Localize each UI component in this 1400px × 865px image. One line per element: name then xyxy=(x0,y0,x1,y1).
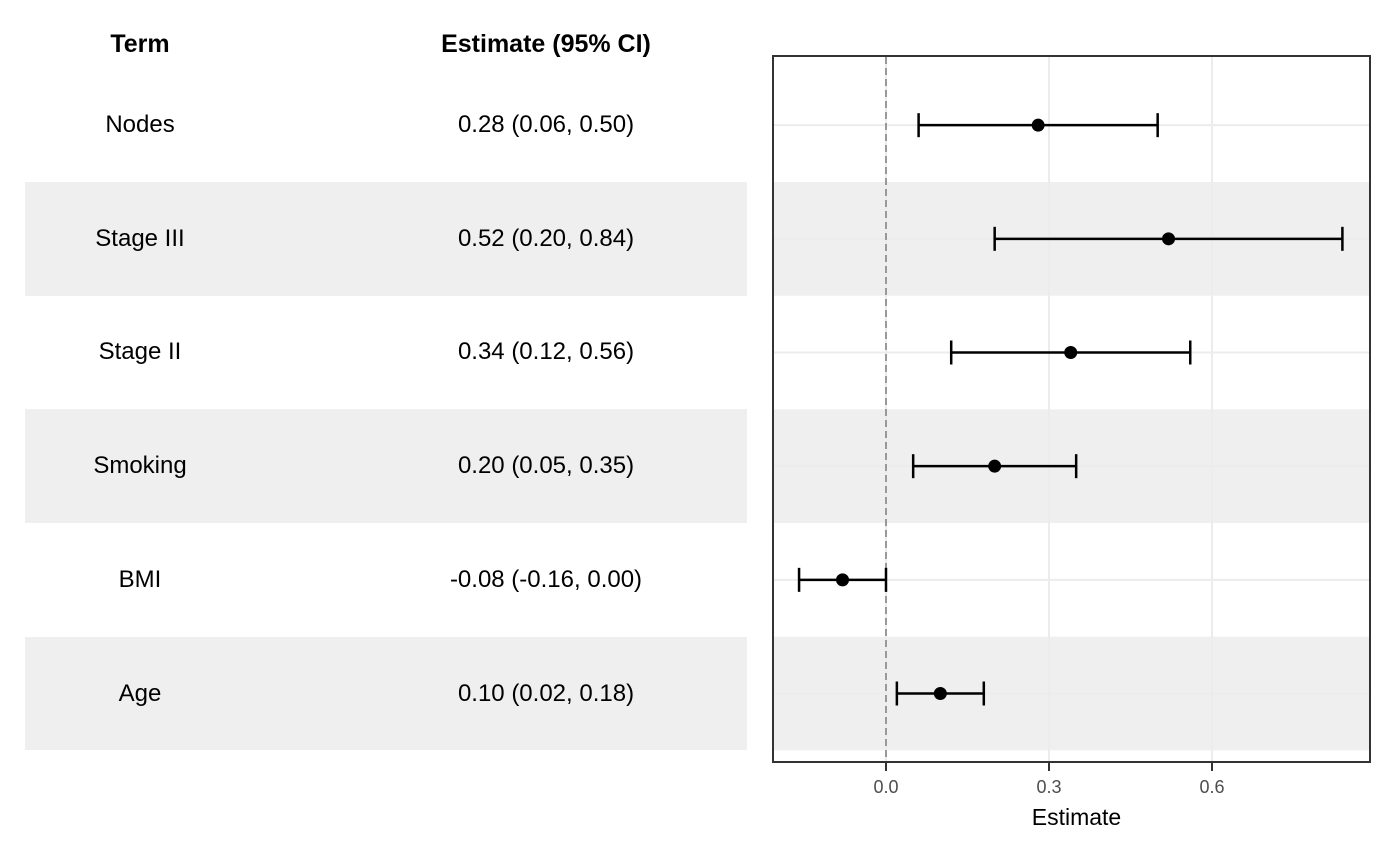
estimate-ci-label: 0.28 (0.06, 0.50) xyxy=(457,111,635,139)
estimate-ci-label: -0.08 (-0.16, 0.00) xyxy=(449,565,643,593)
error-bar xyxy=(911,454,1078,479)
point-estimate-marker xyxy=(1031,118,1045,132)
term-column-header: Term xyxy=(110,29,170,58)
x-axis-tick xyxy=(1210,763,1213,771)
table-row: Nodes 0.28 (0.06, 0.50) xyxy=(25,68,747,182)
term-label: Stage II xyxy=(98,338,182,366)
table-row: Stage III 0.52 (0.20, 0.84) xyxy=(25,182,747,296)
estimate-ci-label: 0.34 (0.12, 0.56) xyxy=(457,338,635,366)
term-label: Stage III xyxy=(95,224,185,252)
table-row: Stage II 0.34 (0.12, 0.56) xyxy=(25,296,747,410)
panel-border xyxy=(772,55,1371,763)
x-axis-tick xyxy=(885,763,887,771)
point-estimate-marker xyxy=(988,459,1002,473)
table-header-row: Term Estimate (95% CI) xyxy=(25,19,747,69)
x-axis-tick-label: 0.6 xyxy=(1199,777,1225,797)
x-axis-tick-label: 0.0 xyxy=(873,777,899,797)
error-bar xyxy=(895,681,986,706)
estimate-ci-label: 0.10 (0.02, 0.18) xyxy=(457,679,635,707)
term-label: BMI xyxy=(118,565,162,593)
x-axis-tick-label: 0.3 xyxy=(1036,777,1062,797)
point-estimate-marker xyxy=(1064,346,1078,360)
x-axis-title: Estimate xyxy=(1031,804,1122,830)
estimate-ci-label: 0.52 (0.20, 0.84) xyxy=(457,224,635,252)
term-label: Smoking xyxy=(93,452,187,480)
point-estimate-marker xyxy=(933,687,947,701)
point-estimate-marker xyxy=(836,573,850,587)
error-bar xyxy=(993,226,1344,251)
table-row: BMI -0.08 (-0.16, 0.00) xyxy=(25,523,747,637)
x-axis-tick xyxy=(1047,763,1050,771)
table-row: Age 0.10 (0.02, 0.18) xyxy=(25,636,747,751)
table-row: Smoking 0.20 (0.05, 0.35) xyxy=(25,409,747,523)
estimate-column-header: Estimate (95% CI) xyxy=(441,29,651,58)
point-estimate-marker xyxy=(1162,232,1176,246)
estimate-ci-label: 0.20 (0.05, 0.35) xyxy=(457,452,635,480)
term-label: Age xyxy=(118,679,162,707)
term-label: Nodes xyxy=(105,111,175,139)
error-bar xyxy=(797,567,888,592)
error-bar xyxy=(917,113,1159,138)
error-bar xyxy=(949,340,1192,365)
plot-panel xyxy=(772,55,1371,763)
